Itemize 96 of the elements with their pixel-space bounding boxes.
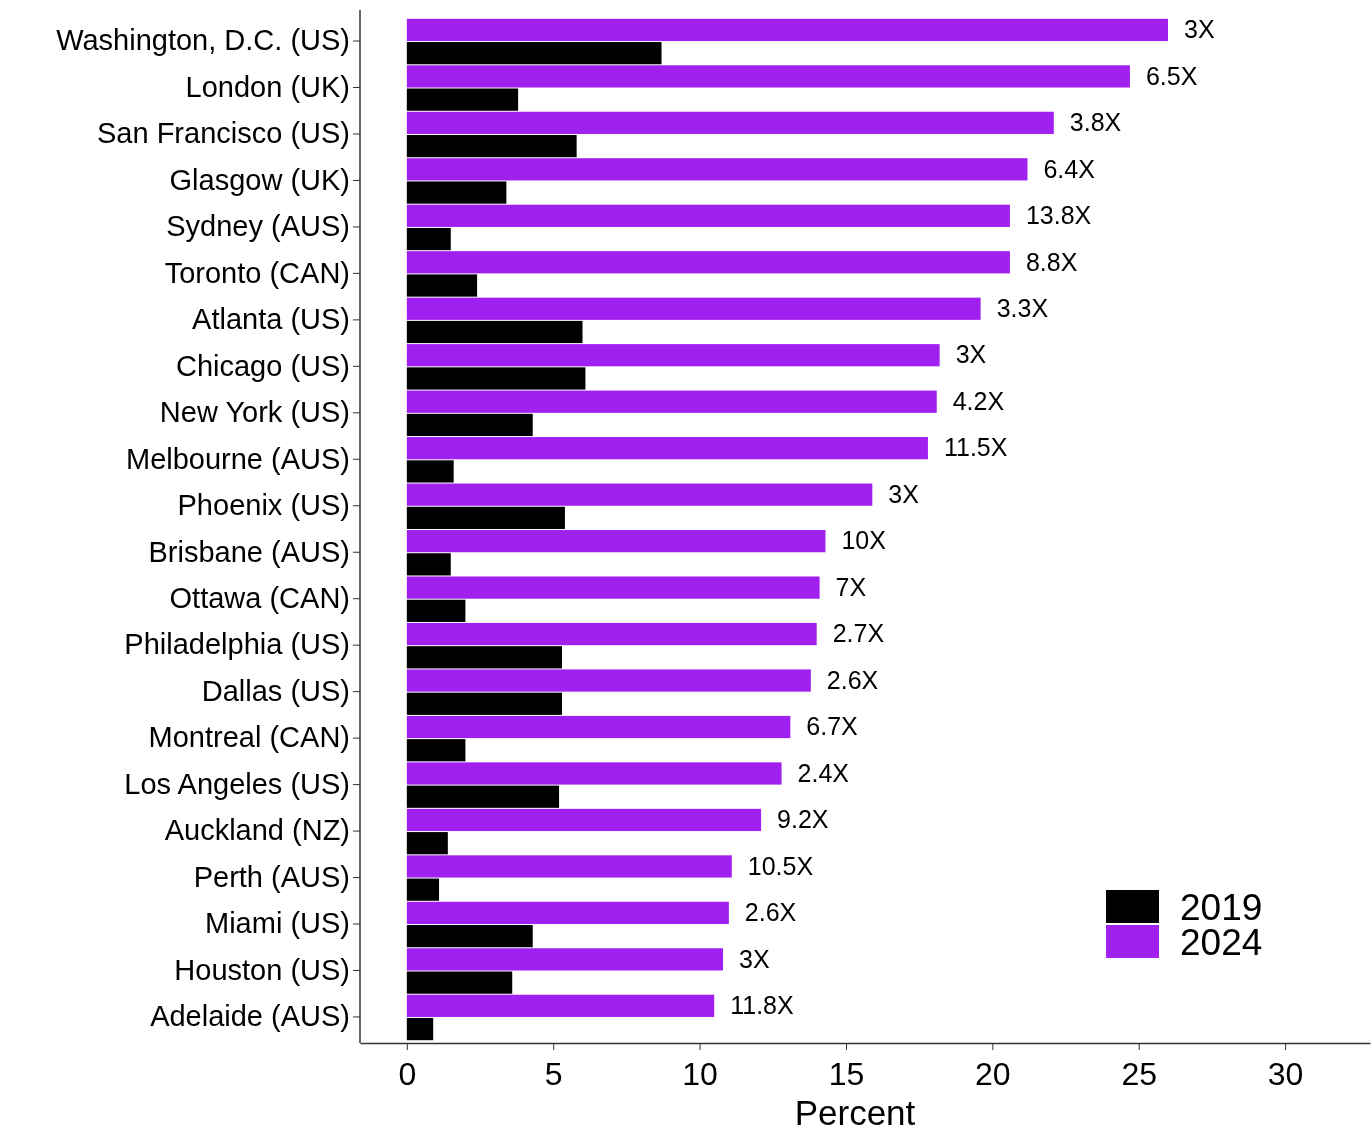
bar	[406, 1017, 434, 1041]
bar	[406, 134, 577, 158]
bar	[406, 18, 1168, 42]
annotation: 11.8X	[730, 991, 795, 1020]
annotation: 2.4X	[797, 758, 850, 787]
bar	[406, 553, 451, 576]
bar	[406, 739, 466, 762]
y-tick-label: Los Angeles (US)	[124, 767, 350, 800]
bar	[406, 344, 940, 367]
bar	[406, 390, 937, 413]
bar	[406, 855, 732, 878]
bar	[406, 646, 562, 669]
bar	[406, 878, 440, 901]
x-tick-label: 5	[544, 1056, 563, 1092]
annotation: 11.5X	[943, 433, 1008, 462]
bar	[406, 460, 454, 483]
y-tick-label: Glasgow (UK)	[169, 163, 350, 196]
bar	[406, 971, 513, 994]
bar	[406, 599, 466, 622]
bar	[406, 158, 1028, 181]
annotation: 2.7X	[832, 619, 885, 648]
bar	[406, 483, 873, 506]
y-tick-label: Montreal (CAN)	[148, 721, 350, 754]
y-tick-label: Toronto (CAN)	[164, 256, 350, 289]
x-axis-title: Percent	[794, 1093, 916, 1128]
bar	[406, 88, 519, 111]
x-tick-label: 10	[682, 1056, 718, 1092]
y-tick-label: Atlanta (US)	[192, 303, 350, 336]
bar	[406, 227, 451, 251]
bar	[406, 808, 762, 832]
y-tick-label: New York (US)	[159, 396, 350, 429]
bar	[406, 901, 729, 925]
bar	[406, 925, 533, 948]
bar	[406, 320, 583, 344]
annotation: 13.8X	[1025, 201, 1092, 230]
y-tick-label: London (UK)	[185, 70, 350, 103]
annotation: 2.6X	[744, 898, 797, 927]
bar	[406, 622, 817, 646]
y-tick-label: Phoenix (US)	[177, 489, 350, 522]
bar	[406, 948, 724, 971]
annotation: 8.8X	[1025, 247, 1078, 276]
bar	[406, 832, 448, 855]
bar	[406, 506, 565, 529]
bar	[406, 251, 1010, 274]
annotation: 10.5X	[747, 851, 814, 880]
bar	[406, 297, 981, 320]
y-tick-label: Brisbane (AUS)	[148, 535, 350, 568]
y-tick-label: Perth (AUS)	[193, 860, 350, 893]
bar	[406, 530, 826, 553]
y-tick-label: Sydney (AUS)	[166, 210, 350, 243]
bar	[406, 111, 1054, 134]
bar	[406, 181, 507, 204]
bar	[406, 785, 560, 808]
bar	[406, 994, 715, 1017]
y-tick-label: San Francisco (US)	[96, 117, 350, 150]
annotation: 3X	[888, 479, 920, 508]
bar	[406, 692, 562, 715]
bar	[406, 367, 586, 390]
annotation: 10X	[841, 526, 887, 555]
annotation: 3.8X	[1069, 108, 1122, 137]
y-tick-label: Miami (US)	[205, 907, 350, 940]
x-tick-label: 20	[975, 1056, 1011, 1092]
annotation: 7X	[835, 572, 867, 601]
y-tick-label: Adelaide (AUS)	[150, 1000, 350, 1033]
annotation: 3.3X	[996, 294, 1049, 322]
y-tick-label: Ottawa (CAN)	[169, 581, 350, 614]
annotation: 9.2X	[777, 805, 829, 834]
annotation: 2.6X	[826, 665, 879, 694]
bar	[406, 65, 1130, 88]
bar	[406, 42, 662, 65]
y-tick-label: Auckland (NZ)	[164, 814, 350, 847]
y-tick-label: Philadelphia (US)	[124, 628, 350, 661]
y-tick-label: Chicago (US)	[175, 349, 350, 382]
annotation: 3X	[955, 340, 987, 369]
x-tick-label: 25	[1121, 1056, 1158, 1092]
annotation: 6.4X	[1043, 154, 1096, 183]
bar	[406, 274, 478, 297]
annotation: 4.2X	[952, 386, 1005, 415]
bar	[406, 204, 1010, 227]
y-tick-label: Dallas (US)	[201, 674, 350, 707]
y-tick-label: Houston (US)	[174, 953, 350, 986]
x-tick-label: 30	[1267, 1056, 1304, 1092]
annotation: 3X	[739, 944, 770, 973]
bar	[406, 576, 820, 599]
x-tick-label: 15	[828, 1056, 865, 1092]
x-tick-label: 0	[398, 1056, 417, 1092]
bar	[406, 437, 928, 460]
annotation: 6.7X	[806, 712, 859, 741]
annotation: 6.5X	[1145, 61, 1198, 90]
annotation: 3X	[1184, 15, 1215, 44]
y-tick-label: Melbourne (AUS)	[125, 442, 350, 475]
bar	[406, 669, 811, 692]
bar	[406, 715, 791, 739]
y-tick-label: Washington, D.C. (US)	[56, 24, 350, 57]
bar	[406, 413, 533, 437]
bar	[406, 762, 782, 785]
